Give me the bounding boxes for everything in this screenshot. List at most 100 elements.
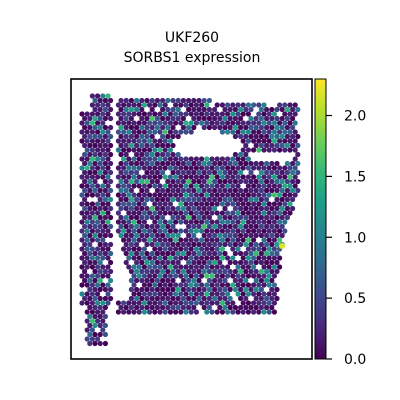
expression-spot [188, 255, 194, 261]
expression-spot [144, 115, 150, 122]
expression-spot [89, 291, 95, 297]
expression-spot [232, 286, 238, 293]
expression-spot [282, 102, 288, 108]
expression-spot [136, 102, 142, 108]
expression-spot [284, 178, 290, 185]
expression-spot [245, 111, 251, 117]
expression-spot [87, 151, 93, 158]
expression-spot [266, 138, 272, 144]
expression-spot [118, 304, 124, 311]
expression-spot [144, 286, 150, 293]
expression-spot [243, 187, 249, 194]
expression-spot [167, 120, 173, 126]
expression-spot [180, 160, 186, 167]
expression-spot [243, 277, 249, 284]
expression-spot [277, 210, 283, 216]
expression-spot [238, 304, 244, 311]
expression-spot [165, 304, 171, 311]
expression-spot [204, 201, 210, 207]
expression-spot [261, 210, 267, 216]
expression-spot [209, 156, 215, 162]
expression-spot [152, 201, 158, 207]
expression-spot [84, 111, 90, 117]
expression-spot [271, 129, 277, 135]
expression-spot [261, 264, 267, 270]
expression-spot [95, 138, 101, 144]
expression-spot [235, 291, 241, 297]
expression-spot [225, 192, 231, 198]
expression-spot [82, 268, 88, 275]
expression-spot [214, 156, 220, 162]
expression-spot [258, 286, 264, 293]
expression-spot [243, 250, 249, 257]
expression-spot [141, 201, 147, 207]
expression-spot [212, 250, 218, 257]
expression-spot [212, 277, 218, 284]
expression-spot [160, 223, 166, 230]
expression-spot [238, 106, 244, 113]
expression-spot [118, 232, 124, 239]
expression-spot [157, 300, 163, 306]
expression-spot [235, 246, 241, 252]
expression-spot [209, 273, 215, 279]
expression-spot [160, 160, 166, 167]
expression-spot [105, 192, 111, 198]
expression-spot [253, 241, 259, 248]
expression-spot [266, 111, 272, 117]
expression-spot [277, 228, 283, 234]
expression-spot [108, 196, 114, 203]
expression-spot [152, 120, 158, 126]
expression-spot [136, 291, 142, 297]
expression-spot [256, 111, 262, 117]
expression-spot [97, 277, 103, 284]
expression-spot [92, 124, 98, 131]
expression-spot [84, 228, 90, 234]
expression-spot [258, 295, 264, 302]
expression-spot [201, 268, 207, 275]
expression-spot [253, 277, 259, 284]
expression-spot [136, 129, 142, 135]
expression-spot [232, 241, 238, 248]
expression-spot [235, 120, 241, 126]
expression-spot [154, 286, 160, 293]
expression-spot [279, 232, 285, 239]
expression-spot [173, 183, 179, 189]
expression-spot [266, 183, 272, 189]
expression-spot [82, 187, 88, 194]
expression-spot [188, 129, 194, 135]
expression-spot [105, 282, 111, 288]
expression-spot [183, 246, 189, 252]
expression-spot [118, 223, 124, 230]
expression-spot [102, 124, 108, 131]
expression-spot [102, 268, 108, 275]
expression-spot [232, 223, 238, 230]
expression-spot [271, 111, 277, 117]
colorbar-tick-label: 0.5 [344, 291, 366, 307]
expression-spot [251, 309, 257, 315]
expression-spot [230, 192, 236, 198]
expression-spot [284, 142, 290, 149]
expression-spot [251, 165, 257, 171]
expression-spot [188, 228, 194, 234]
expression-spot [271, 192, 277, 198]
expression-spot [84, 165, 90, 171]
expression-spot [173, 174, 179, 180]
expression-spot [144, 232, 150, 239]
expression-spot [219, 255, 225, 261]
expression-spot [204, 219, 210, 225]
expression-spot [118, 214, 124, 221]
expression-spot [152, 138, 158, 144]
expression-spot [160, 97, 166, 104]
expression-spot [209, 174, 215, 180]
expression-spot [269, 115, 275, 122]
expression-spot [92, 133, 98, 140]
expression-spot [282, 192, 288, 198]
expression-spot [139, 232, 145, 239]
expression-spot [256, 102, 262, 108]
expression-spot [225, 282, 231, 288]
expression-spot [162, 156, 168, 162]
expression-spot [89, 138, 95, 144]
expression-spot [266, 192, 272, 198]
expression-spot [157, 273, 163, 279]
expression-spot [160, 286, 166, 293]
